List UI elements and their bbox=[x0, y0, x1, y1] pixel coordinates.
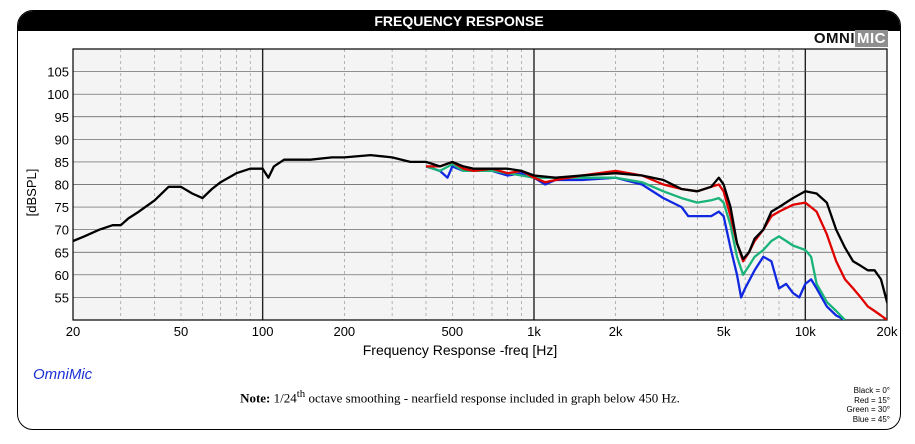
x-tick-label: 20 bbox=[66, 324, 80, 339]
y-tick-label: 75 bbox=[55, 200, 69, 215]
frequency-response-chart: 55 60 65 70 75 80 85 90 95 100 105 20 50 100 200 500 1k 2… bbox=[24, 48, 898, 358]
x-tick-label: 200 bbox=[333, 324, 355, 339]
x-tick-label: 10k bbox=[795, 324, 816, 339]
y-tick-label: 95 bbox=[55, 110, 69, 125]
legend: Black = 0° Red = 15° Green = 30° Blue = … bbox=[847, 386, 890, 424]
y-tick-label: 85 bbox=[55, 155, 69, 170]
app-name: OmniMic bbox=[33, 366, 93, 383]
y-tick-label: 70 bbox=[55, 223, 69, 238]
y-tick-label: 60 bbox=[55, 268, 69, 283]
note-prefix: 1/24 bbox=[273, 390, 297, 406]
legend-entry-black: Black = 0° bbox=[853, 386, 890, 395]
x-tick-label: 50 bbox=[174, 324, 188, 339]
series-line-black bbox=[73, 153, 887, 305]
series-line-red bbox=[426, 160, 887, 320]
x-tick-label: 20k bbox=[877, 324, 898, 339]
y-tick-label: 90 bbox=[55, 132, 69, 147]
legend-entry-green: Green = 30° bbox=[846, 405, 890, 414]
legend-entry-blue: Blue = 45° bbox=[852, 414, 890, 424]
chart-frame: FREQUENCY RESPONSE 55 60 65 70 75 80 85 90 95 100… bbox=[17, 10, 901, 430]
note-text: octave smoothing - nearfield response in… bbox=[308, 390, 680, 406]
x-tick-label: 500 bbox=[441, 324, 463, 339]
y-tick-label: 105 bbox=[47, 65, 69, 80]
legend-entry-red: Red = 15° bbox=[854, 395, 890, 405]
omnimic-logo: OMNI MIC bbox=[813, 30, 888, 47]
y-axis-label: [dBSPL] bbox=[24, 169, 39, 217]
note-superscript: th bbox=[296, 388, 306, 400]
x-tick-label: 5k bbox=[717, 324, 731, 339]
note-label: Note: bbox=[240, 390, 271, 406]
x-axis-label: Frequency Response -freq [Hz] bbox=[363, 342, 558, 358]
chart-title: FREQUENCY RESPONSE bbox=[18, 11, 900, 31]
smoothing-note: Note: 1/24th octave smoothing - nearfiel… bbox=[18, 388, 900, 406]
y-tick-label: 55 bbox=[55, 290, 69, 305]
x-tick-label: 2k bbox=[609, 324, 623, 339]
y-tick-label: 80 bbox=[55, 178, 69, 193]
x-tick-label: 1k bbox=[527, 324, 541, 339]
plot-border bbox=[72, 48, 888, 321]
x-tick-label: 100 bbox=[252, 324, 274, 339]
y-tick-label: 100 bbox=[47, 87, 69, 102]
y-tick-label: 65 bbox=[55, 245, 69, 260]
